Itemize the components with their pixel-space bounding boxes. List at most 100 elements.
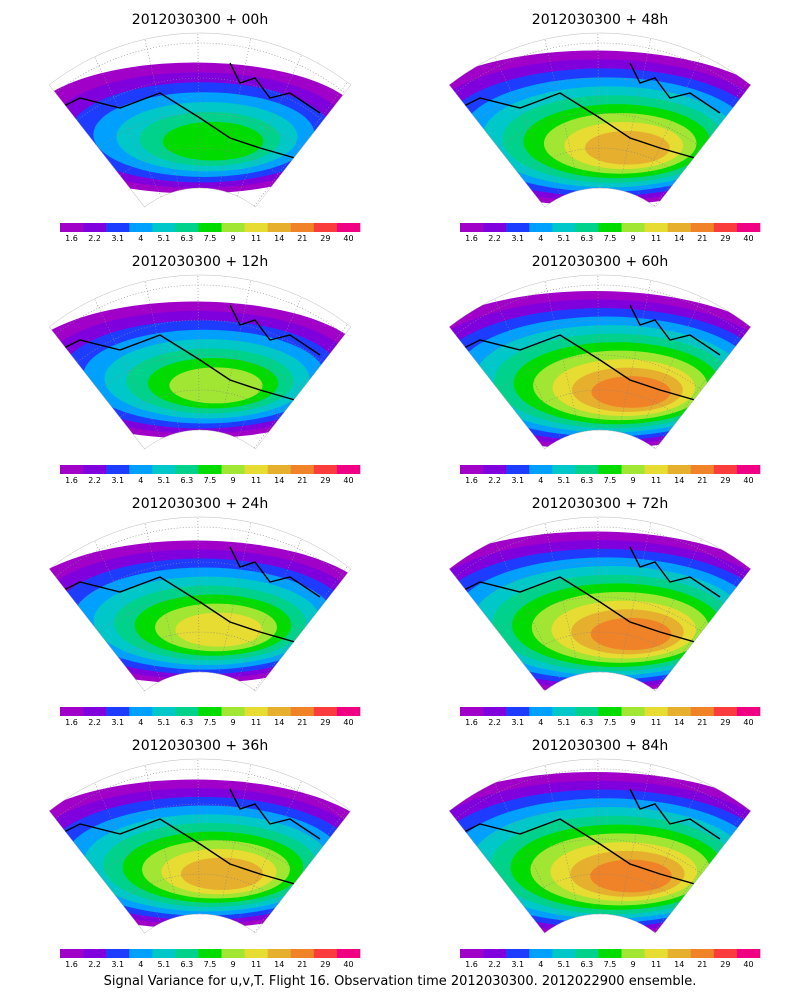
meridian-line [637,296,702,439]
colorbar-swatch [506,707,530,716]
colorbar-swatch [244,707,268,716]
colorbar-tick-label: 1.6 [65,718,78,727]
map-panel: 2012030300 + 00h 1.6 2.2 3.1 4 5.1 6.3 7.5 9 11 14… [48,12,361,243]
meridian-line [618,764,652,917]
meridian-line [237,780,302,923]
latitude-line [111,389,289,426]
colorbar-swatch [198,949,222,958]
colorbar-tick-label: 9 [231,476,236,485]
colorbar-tick-label: 7.5 [604,234,617,243]
colorbar-swatch [736,949,761,958]
colorbar-swatch [690,465,715,474]
colorbar-swatch [267,949,292,958]
colorbar-tick-label: 5.1 [157,960,170,969]
latitude-line [111,631,289,668]
colorbar-swatch [529,949,553,958]
colorbar-swatch [221,223,245,232]
latitude-line [111,873,289,910]
colorbar-tick-label: 40 [343,718,353,727]
colorbar-tick-label: 3.1 [111,234,124,243]
coastline-arctic [629,788,721,840]
colorbar-swatch [713,949,738,958]
colorbar-tick-label: 6.3 [581,718,594,727]
colorbar-swatch [267,223,292,232]
colorbar-swatch [483,949,507,958]
colorbar-swatch [313,949,338,958]
colorbar-swatch [598,465,622,474]
latitude-line [63,319,337,374]
colorbar-swatch [83,223,107,232]
latitude-line [87,354,313,400]
colorbar-tick-label: 4 [538,476,543,485]
colorbar-swatch [552,707,576,716]
panels-grid: 2012030300 + 00h 1.6 2.2 3.1 4 5.1 6.3 7.5 9 11 14… [48,12,761,969]
colorbar-swatch [221,707,245,716]
colorbar-tick-label: 2.2 [88,234,101,243]
meridian-line [237,296,302,439]
colorbar-tick-label: 3.1 [111,718,124,727]
meridian-line [494,298,562,439]
colorbar-swatch [60,465,84,474]
colorbar-swatch [529,707,553,716]
colorbar: 1.6 2.2 3.1 4 5.1 6.3 7.5 9 11 14 21 29 40 [460,949,761,969]
colorbar-tick-label: 40 [343,960,353,969]
latitude-line [487,596,713,642]
colorbar-swatch [575,223,599,232]
colorbar-swatch [106,465,130,474]
colorbar-tick-label: 1.6 [65,960,78,969]
map-panel: 2012030300 + 84h 1.6 2.2 3.1 4 5.1 6.3 7.5 9 11 14… [448,738,761,969]
map-field [49,275,351,450]
colorbar-swatch [267,465,292,474]
meridian-line [544,523,581,675]
colorbar-tick-label: 6.3 [181,960,194,969]
meridian-line [544,39,581,191]
colorbar-swatch [736,223,761,232]
latitude-line [463,803,737,858]
colorbar-tick-label: 14 [674,234,684,243]
colorbar-swatch [221,465,245,474]
colorbar-swatch [336,707,361,716]
colorbar-tick-label: 4 [538,718,543,727]
colorbar-swatch [644,707,668,716]
map-boundary [48,516,352,692]
colorbar-tick-label: 1.6 [465,234,478,243]
coastline-arctic [229,546,321,598]
colorbar-swatch [106,707,130,716]
colorbar-tick-label: 1.6 [465,960,478,969]
meridian-line [544,281,581,433]
meridian-line [618,280,652,433]
meridian-line [197,517,200,673]
colorbar-tick-label: 7.5 [604,476,617,485]
meridian-line [653,808,748,933]
colorbar: 1.6 2.2 3.1 4 5.1 6.3 7.5 9 11 14 21 29 40 [460,223,761,243]
meridian-line [618,522,652,675]
latitude-line [63,803,337,858]
colorbar-tick-label: 40 [743,476,753,485]
colorbar-swatch [313,707,338,716]
colorbar: 1.6 2.2 3.1 4 5.1 6.3 7.5 9 11 14 21 29 40 [60,707,361,727]
map-boundary [48,274,352,450]
colorbar-swatch [483,707,507,716]
colorbar-swatch [244,465,268,474]
colorbar-swatch [621,465,645,474]
latitude-line [511,389,689,426]
variance-contour [590,859,672,893]
meridian-line [253,324,348,449]
colorbar-swatch [644,949,668,958]
colorbar-swatch [598,223,622,232]
coastline-arctic [229,788,321,840]
colorbar-tick-label: 11 [651,234,661,243]
colorbar-tick-label: 3.1 [511,960,524,969]
latitude-line [111,147,289,184]
map-field [449,33,751,208]
colorbar-swatch [713,223,738,232]
colorbar-swatch [336,223,361,232]
panel-title: 2012030300 + 48h [532,12,668,28]
colorbar-tick-label: 1.6 [65,476,78,485]
colorbar-swatch [152,707,176,716]
colorbar-swatch [106,949,130,958]
colorbar-swatch [336,949,361,958]
colorbar-tick-label: 9 [231,718,236,727]
meridian-line [144,281,181,433]
